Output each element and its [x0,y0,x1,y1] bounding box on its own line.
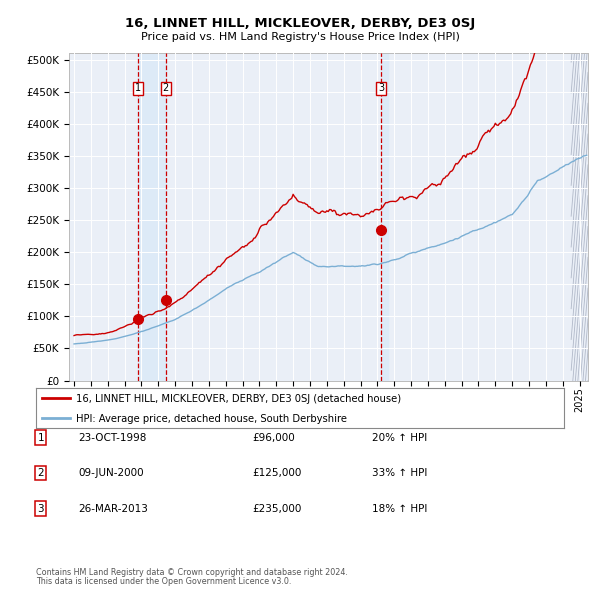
Text: 26-MAR-2013: 26-MAR-2013 [78,504,148,513]
Text: £125,000: £125,000 [252,468,301,478]
Text: 3: 3 [37,504,44,513]
Text: Price paid vs. HM Land Registry's House Price Index (HPI): Price paid vs. HM Land Registry's House … [140,32,460,42]
Text: 3: 3 [378,83,385,93]
Text: This data is licensed under the Open Government Licence v3.0.: This data is licensed under the Open Gov… [36,577,292,586]
Text: 1: 1 [135,83,141,93]
Text: £96,000: £96,000 [252,433,295,442]
Text: 16, LINNET HILL, MICKLEOVER, DERBY, DE3 0SJ: 16, LINNET HILL, MICKLEOVER, DERBY, DE3 … [125,17,475,30]
Bar [138,53,166,381]
Text: £235,000: £235,000 [252,504,301,513]
Text: 1: 1 [37,433,44,442]
Text: 20% ↑ HPI: 20% ↑ HPI [372,433,427,442]
Bar [381,53,388,381]
Text: Contains HM Land Registry data © Crown copyright and database right 2024.: Contains HM Land Registry data © Crown c… [36,568,348,577]
Text: 18% ↑ HPI: 18% ↑ HPI [372,504,427,513]
Text: 2: 2 [163,83,169,93]
Text: HPI: Average price, detached house, South Derbyshire: HPI: Average price, detached house, Sout… [76,414,347,424]
Text: 09-JUN-2000: 09-JUN-2000 [78,468,143,478]
Text: 16, LINNET HILL, MICKLEOVER, DERBY, DE3 0SJ (detached house): 16, LINNET HILL, MICKLEOVER, DERBY, DE3 … [76,394,401,404]
Text: 33% ↑ HPI: 33% ↑ HPI [372,468,427,478]
Text: 2: 2 [37,468,44,478]
Text: 23-OCT-1998: 23-OCT-1998 [78,433,146,442]
